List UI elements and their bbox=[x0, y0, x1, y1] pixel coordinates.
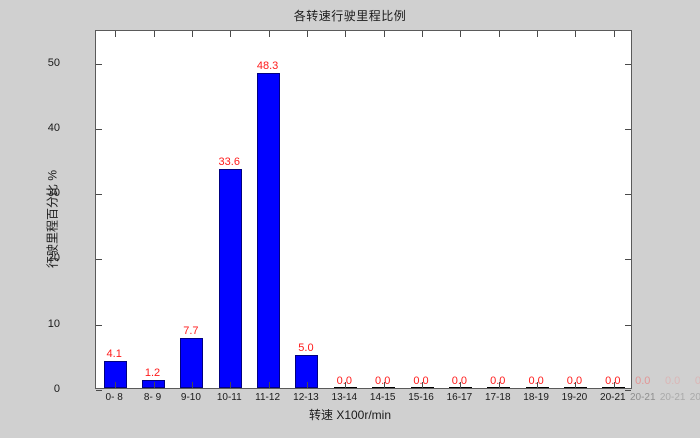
x-tick-mark bbox=[383, 31, 385, 37]
y-tick-mark bbox=[625, 259, 631, 261]
y-tick-mark bbox=[96, 194, 102, 196]
x-tick-mark bbox=[345, 382, 347, 388]
bar bbox=[487, 386, 511, 388]
y-tick-mark bbox=[96, 390, 102, 391]
x-tick-mark bbox=[613, 382, 615, 388]
bar-value-label-overlap: 0.0 bbox=[694, 375, 700, 387]
y-tick-mark bbox=[625, 390, 631, 391]
y-tick-mark bbox=[625, 194, 631, 196]
bar-value-label: 0.0 bbox=[490, 375, 506, 387]
y-tick-mark bbox=[96, 128, 102, 130]
x-tick-label: 9-10 bbox=[180, 392, 201, 403]
x-axis-title: 转速 X100r/min bbox=[308, 408, 392, 422]
x-tick-mark bbox=[422, 31, 424, 37]
x-tick-mark bbox=[345, 31, 347, 37]
y-tick-label: 30 bbox=[47, 187, 60, 200]
bar bbox=[257, 72, 281, 388]
y-tick-label: 10 bbox=[47, 317, 60, 330]
x-tick-mark bbox=[575, 31, 577, 37]
x-tick-mark bbox=[268, 382, 270, 388]
bar-value-label-overlap: 0.0 bbox=[635, 375, 651, 387]
x-tick-mark bbox=[537, 31, 539, 37]
bar-value-label: 5.0 bbox=[298, 342, 314, 355]
y-tick-mark bbox=[625, 63, 631, 65]
x-tick-label: 12-13 bbox=[293, 392, 319, 403]
x-tick-mark bbox=[191, 31, 193, 37]
x-tick-label: 17-18 bbox=[484, 392, 511, 403]
x-tick-label: 0- 8 bbox=[105, 392, 123, 403]
y-tick-label: 0 bbox=[53, 383, 60, 395]
x-tick-mark bbox=[613, 31, 615, 37]
x-tick-mark bbox=[460, 31, 462, 37]
plot-area bbox=[95, 30, 632, 391]
bar-value-label: 0.0 bbox=[605, 375, 621, 387]
bar bbox=[142, 380, 166, 388]
y-tick-label: 50 bbox=[47, 56, 60, 69]
x-tick-mark bbox=[115, 382, 117, 388]
y-tick-label: 40 bbox=[47, 121, 60, 134]
x-tick-mark bbox=[306, 31, 308, 37]
bar-value-label-overlap: 0.0 bbox=[665, 375, 681, 387]
chart-title: 各转速行驶里程比例 bbox=[293, 9, 407, 23]
y-tick-mark bbox=[625, 128, 631, 130]
x-tick-label: 19-20 bbox=[561, 392, 588, 403]
bar-value-label: 48.3 bbox=[256, 59, 279, 72]
bar-value-label: 0.0 bbox=[375, 375, 391, 387]
y-tick-mark bbox=[96, 259, 102, 261]
x-tick-mark bbox=[115, 31, 117, 37]
x-tick-label: 8- 9 bbox=[143, 392, 162, 403]
bar-value-label: 0.0 bbox=[413, 375, 429, 387]
bar-value-label: 33.6 bbox=[218, 155, 240, 168]
bar-value-label: 0.0 bbox=[336, 375, 352, 387]
bar-value-label: 0.0 bbox=[451, 375, 468, 387]
x-tick-mark bbox=[191, 382, 193, 388]
x-tick-mark bbox=[230, 31, 232, 37]
bar bbox=[218, 168, 242, 388]
x-tick-mark bbox=[268, 31, 270, 37]
x-tick-label-overlap: 20-21 bbox=[629, 392, 656, 403]
bar-value-label: 7.7 bbox=[183, 324, 199, 337]
x-tick-label: 14-15 bbox=[369, 392, 396, 403]
x-tick-label-overlap: 20-21 bbox=[659, 392, 686, 403]
x-tick-label: 10-11 bbox=[216, 392, 242, 403]
x-tick-label: 13-14 bbox=[331, 392, 358, 403]
bar-value-label: 4.1 bbox=[106, 348, 122, 361]
y-tick-mark bbox=[96, 324, 102, 326]
x-tick-label: 11-12 bbox=[255, 392, 281, 403]
x-tick-label: 20-21 bbox=[600, 392, 626, 403]
x-tick-mark bbox=[537, 382, 539, 388]
x-tick-mark bbox=[498, 31, 500, 37]
x-tick-mark bbox=[153, 382, 155, 388]
x-tick-mark bbox=[460, 382, 462, 388]
x-tick-label: 15-16 bbox=[408, 392, 434, 403]
x-tick-mark bbox=[383, 382, 385, 388]
bar-value-label: 0.0 bbox=[528, 375, 544, 387]
x-tick-mark bbox=[153, 31, 155, 37]
y-tick-mark bbox=[625, 324, 631, 326]
x-tick-mark bbox=[306, 382, 308, 388]
x-tick-mark bbox=[422, 382, 424, 388]
x-tick-mark bbox=[575, 382, 577, 388]
bar bbox=[448, 386, 472, 388]
bar bbox=[410, 386, 434, 388]
bar-value-label: 0.0 bbox=[566, 375, 583, 387]
y-tick-label: 20 bbox=[47, 252, 60, 265]
bar-value-label: 1.2 bbox=[144, 367, 161, 380]
bar bbox=[372, 386, 396, 388]
x-tick-label: 18-19 bbox=[523, 392, 549, 403]
bar bbox=[180, 337, 204, 388]
x-tick-mark bbox=[498, 382, 500, 388]
x-tick-label-overlap: 20-21 bbox=[689, 392, 700, 403]
x-tick-mark bbox=[230, 382, 232, 388]
y-tick-mark bbox=[96, 63, 102, 65]
x-tick-label: 16-17 bbox=[446, 392, 473, 403]
bar bbox=[103, 361, 127, 388]
